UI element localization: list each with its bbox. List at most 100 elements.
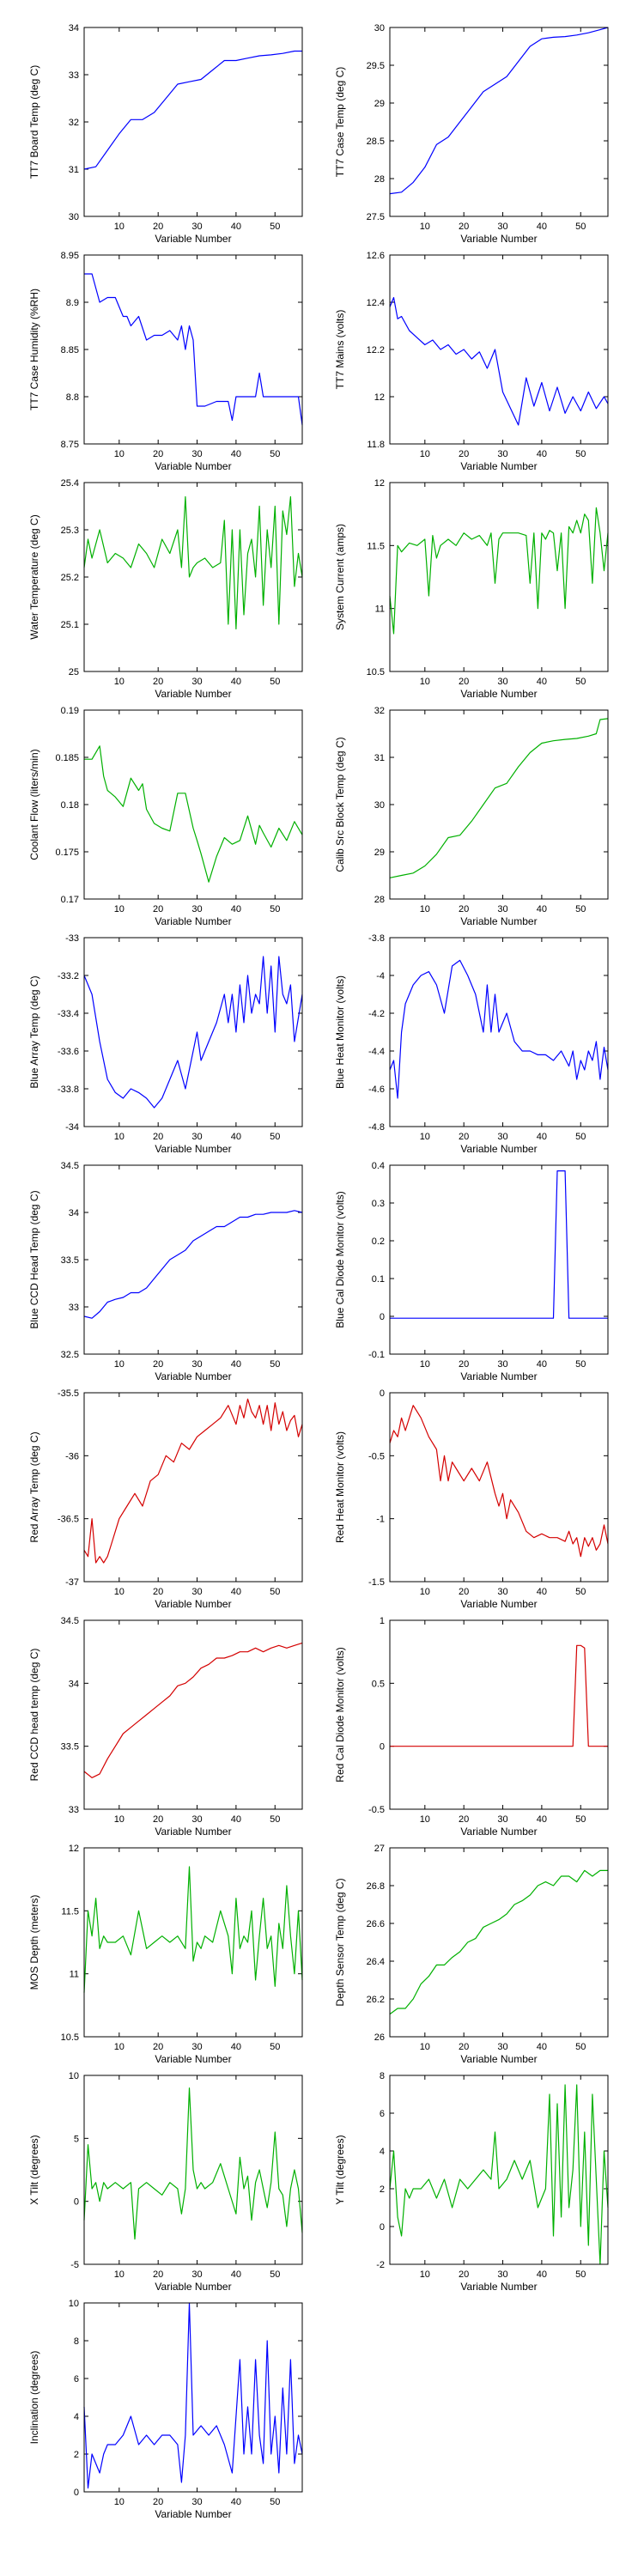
- x-tick-label: 40: [231, 2269, 241, 2280]
- y-tick-label: 8.9: [66, 298, 79, 308]
- y-tick-label: 11.5: [367, 541, 385, 551]
- x-tick-label: 40: [537, 449, 547, 459]
- x-tick-label: 30: [191, 1814, 202, 1825]
- y-tick-label: 0.185: [55, 753, 79, 763]
- x-tick-label: 40: [231, 222, 241, 232]
- axes-frame: [389, 27, 609, 217]
- y-tick-label: 10.5: [61, 2032, 79, 2043]
- y-axis-label: TT7 Case Temp (deg C): [334, 67, 346, 178]
- x-tick-label: 50: [270, 222, 280, 232]
- y-tick-label: 25.4: [61, 478, 79, 489]
- x-tick-label: 20: [459, 1359, 469, 1370]
- y-tick-label: 11.8: [367, 440, 385, 450]
- y-tick-label: 31: [69, 165, 79, 175]
- axes-frame: [83, 27, 303, 217]
- series-line: [83, 956, 303, 1109]
- x-tick-label: 50: [575, 1814, 586, 1825]
- x-axis-label: Variable Number: [155, 915, 231, 927]
- y-tick-label: -33.2: [58, 971, 79, 981]
- x-tick-label: 20: [459, 1814, 469, 1825]
- x-tick-label: 40: [537, 1132, 547, 1142]
- x-tick-label: 50: [270, 2042, 280, 2052]
- y-tick-label: 0: [380, 2222, 385, 2233]
- series-line: [390, 1644, 608, 1747]
- y-tick-label: 8.8: [66, 392, 79, 403]
- x-tick-label: 40: [231, 677, 241, 687]
- x-tick-label: 10: [114, 1132, 125, 1142]
- x-tick-label: 50: [270, 1132, 280, 1142]
- series-line: [83, 1866, 303, 1993]
- y-tick-label: -33.4: [58, 1009, 79, 1019]
- y-tick-label: 12: [374, 392, 385, 403]
- axes-frame: [83, 1847, 303, 2038]
- x-tick-label: 10: [420, 904, 430, 914]
- x-tick-label: 20: [153, 1587, 163, 1597]
- x-tick-label: 40: [231, 2042, 241, 2052]
- y-tick-label: 26.6: [367, 1919, 385, 1929]
- y-tick-label: 32.5: [61, 1350, 79, 1360]
- x-tick-label: 30: [191, 449, 202, 459]
- y-tick-label: 34.5: [61, 1161, 79, 1171]
- y-tick-label: -0.5: [368, 1451, 385, 1461]
- chart-panel-10: -4.8 -4.6 -4.4 -4.2 -4 -3.8 10 20 30 40 50 Variable…: [334, 933, 609, 1155]
- x-axis-label: Variable Number: [460, 1598, 537, 1610]
- y-tick-label: -34: [65, 1122, 79, 1133]
- x-tick-label: 20: [153, 2497, 163, 2507]
- x-tick-label: 50: [575, 2042, 586, 2052]
- y-axis-label: Red CCD head temp (deg C): [28, 1649, 40, 1782]
- x-axis-label: Variable Number: [460, 233, 537, 245]
- y-tick-label: -0.1: [368, 1350, 385, 1360]
- chart-panel-7: 0.17 0.175 0.18 0.185 0.19 10 20 30 40 50 Variable…: [28, 706, 303, 927]
- y-tick-label: 10.5: [367, 667, 385, 677]
- chart-panel-6: 10.5 11 11.5 12 10 20 30 40 50 Variable Number Sys…: [334, 478, 609, 700]
- y-tick-label: 4: [74, 2412, 79, 2422]
- x-tick-label: 50: [575, 904, 586, 914]
- y-axis-label: MOS Depth (meters): [28, 1895, 40, 1990]
- x-tick-label: 20: [153, 1132, 163, 1142]
- x-tick-label: 50: [575, 2269, 586, 2280]
- axes-frame: [389, 2075, 609, 2265]
- x-tick-label: 30: [191, 2269, 202, 2280]
- x-tick-label: 10: [420, 2042, 430, 2052]
- y-tick-label: -33.6: [58, 1047, 79, 1057]
- axes-frame: [83, 1164, 303, 1355]
- x-tick-label: 30: [497, 449, 507, 459]
- y-tick-label: -4.4: [368, 1047, 385, 1057]
- y-axis-label: Red Cal Diode Monitor (volts): [334, 1647, 346, 1782]
- y-axis-label: X Tilt (degrees): [28, 2135, 40, 2204]
- y-axis-label: Y Tilt (degrees): [334, 2135, 346, 2204]
- x-axis-label: Variable Number: [155, 2053, 231, 2065]
- y-tick-label: 6: [380, 2109, 385, 2119]
- x-tick-label: 10: [420, 449, 430, 459]
- x-tick-label: 40: [537, 1587, 547, 1597]
- series-line: [84, 273, 303, 426]
- y-tick-label: 4: [380, 2147, 385, 2157]
- y-tick-label: 29: [374, 848, 385, 858]
- y-axis-label: Red Array Temp (deg C): [28, 1431, 40, 1542]
- y-tick-label: -33: [65, 933, 79, 944]
- series-line: [390, 1170, 608, 1319]
- x-tick-label: 20: [153, 222, 163, 232]
- axes-frame: [389, 1164, 609, 1355]
- x-tick-label: 20: [459, 677, 469, 687]
- chart-panel-21: 0 2 4 6 8 10 10 20 30 40 50 Variable Number Inclinat…: [28, 2299, 303, 2520]
- y-tick-label: 25.2: [61, 573, 79, 583]
- y-axis-label: Calib Src Block Temp (deg C): [334, 737, 346, 872]
- y-tick-label: 8.75: [61, 440, 79, 450]
- y-tick-label: 30: [374, 800, 385, 811]
- y-tick-label: -1.5: [368, 1577, 385, 1588]
- x-tick-label: 10: [420, 2269, 430, 2280]
- x-axis-label: Variable Number: [460, 460, 537, 472]
- series-line: [389, 2084, 609, 2265]
- y-tick-label: 33.5: [61, 1742, 79, 1753]
- series-line: [83, 50, 302, 170]
- y-tick-label: 32: [374, 706, 385, 716]
- axes-frame: [389, 254, 609, 445]
- x-axis-label: Variable Number: [155, 233, 231, 245]
- series-line: [389, 296, 609, 426]
- x-tick-label: 30: [497, 1814, 507, 1825]
- y-tick-label: 1: [380, 1616, 385, 1626]
- x-tick-label: 10: [420, 1132, 430, 1142]
- x-axis-label: Variable Number: [155, 2508, 231, 2520]
- x-tick-label: 10: [114, 449, 125, 459]
